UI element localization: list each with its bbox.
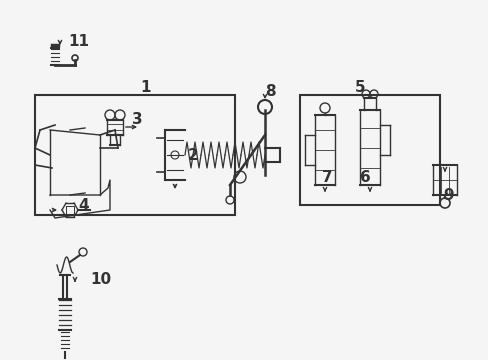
Text: 6: 6 (359, 171, 370, 185)
Text: 11: 11 (68, 35, 89, 49)
Text: 10: 10 (90, 273, 111, 288)
Text: 2: 2 (187, 148, 198, 162)
Text: 9: 9 (442, 188, 453, 202)
Bar (299, 95, 439, 205)
Text: 8: 8 (264, 85, 275, 99)
Text: 4: 4 (78, 198, 88, 212)
Text: 7: 7 (321, 171, 332, 185)
Bar (35, 95, 235, 215)
Text: 3: 3 (132, 112, 142, 127)
Text: 1: 1 (140, 81, 150, 95)
Text: 5: 5 (354, 81, 365, 95)
